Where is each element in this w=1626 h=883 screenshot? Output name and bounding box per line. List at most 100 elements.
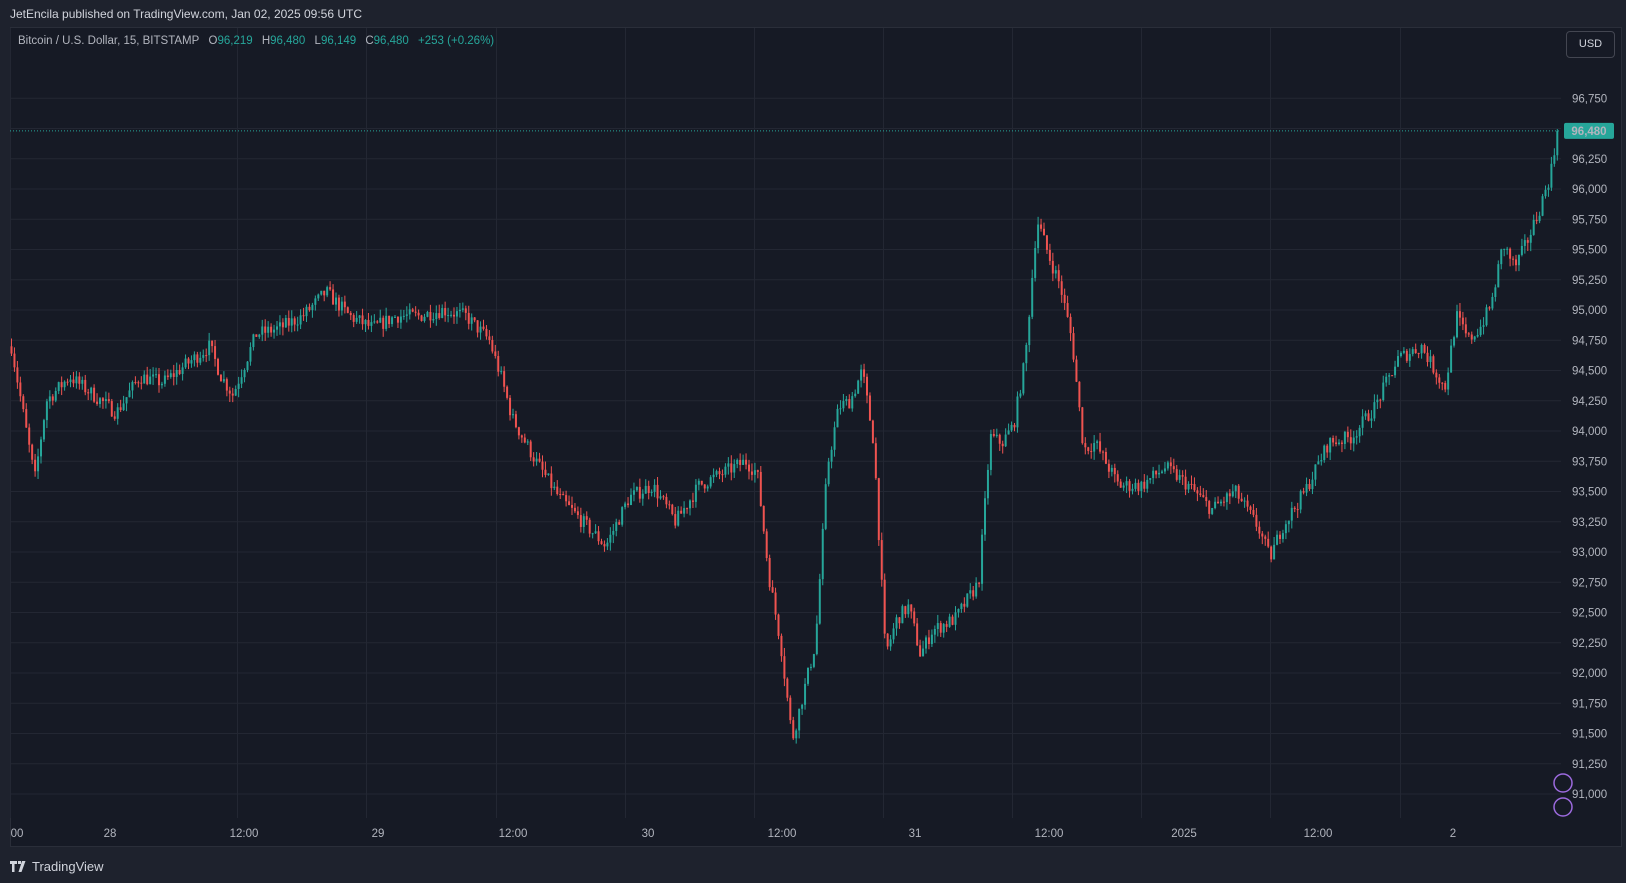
- candle-up: [1429, 349, 1432, 369]
- candle-body: [503, 371, 506, 387]
- candle-down: [945, 620, 948, 633]
- candle-body: [727, 463, 730, 467]
- candle-up: [1054, 265, 1057, 279]
- candle-up: [258, 333, 261, 339]
- candle-body: [402, 315, 405, 317]
- candle-body: [110, 401, 113, 417]
- candle-up: [246, 360, 249, 373]
- candle-up: [234, 385, 237, 397]
- alert-icons[interactable]: [1553, 773, 1573, 817]
- candle-down: [1405, 348, 1408, 363]
- candle-up: [942, 623, 945, 638]
- candle-body: [1461, 317, 1464, 325]
- candle-body: [1335, 442, 1338, 445]
- candle-body: [1228, 493, 1231, 497]
- candle-up: [966, 593, 969, 608]
- candle-body: [830, 449, 833, 462]
- symbol-name[interactable]: Bitcoin / U.S. Dollar, 15, BITSTAMP: [18, 35, 200, 47]
- candle-body: [1166, 462, 1169, 469]
- candle-body: [880, 540, 883, 580]
- candle-body: [1196, 490, 1199, 494]
- candle-down: [916, 618, 919, 647]
- candle-body: [320, 290, 323, 295]
- candle-body: [1497, 264, 1500, 288]
- candle-body: [40, 439, 42, 457]
- candle-body: [205, 355, 208, 357]
- candle-down: [1391, 375, 1394, 377]
- candle-body: [1509, 248, 1512, 259]
- candle-body: [553, 486, 556, 489]
- candle-body: [264, 326, 267, 333]
- candle-down: [51, 394, 54, 406]
- candle-body: [984, 498, 986, 535]
- candle-down: [1137, 479, 1140, 496]
- candle-body: [273, 329, 276, 333]
- candle-up: [801, 703, 804, 715]
- candle-up: [181, 362, 184, 381]
- candle-up: [1004, 428, 1007, 448]
- candle-body: [1391, 375, 1394, 377]
- candle-body: [1320, 460, 1323, 462]
- candle-body: [488, 336, 491, 341]
- candle-down: [1045, 234, 1048, 254]
- candle-down: [503, 366, 506, 393]
- candle-body: [798, 708, 801, 731]
- candle-down: [1063, 288, 1066, 310]
- candle-body: [1155, 470, 1158, 475]
- currency-button[interactable]: USD: [1566, 31, 1615, 58]
- candle-body: [1063, 294, 1066, 304]
- candle-down: [107, 392, 110, 404]
- candle-down: [1051, 252, 1054, 282]
- candle-up: [615, 518, 618, 537]
- candle-body: [804, 683, 807, 705]
- candle-body: [730, 463, 733, 473]
- candle-down: [568, 495, 571, 506]
- candle-body: [951, 616, 954, 625]
- candle-body: [1402, 350, 1405, 353]
- candle-body: [907, 604, 910, 615]
- candle-up: [1166, 460, 1169, 471]
- candle-body: [750, 471, 753, 475]
- candle-body: [576, 511, 579, 516]
- candle-body: [231, 393, 234, 396]
- candle-up: [278, 315, 281, 335]
- candle-body: [155, 374, 158, 376]
- candle-down: [1435, 369, 1438, 385]
- price-tick-label: 95,750: [1572, 214, 1607, 226]
- candle-body: [509, 397, 512, 416]
- candle-up: [1544, 185, 1547, 199]
- candle-down: [19, 376, 22, 402]
- candle-down: [514, 410, 517, 429]
- candle-body: [1541, 196, 1544, 216]
- candle-body: [1084, 443, 1087, 448]
- candle-body: [1169, 462, 1172, 467]
- candle-down: [1072, 326, 1075, 363]
- candle-up: [621, 506, 624, 527]
- candle-body: [922, 648, 925, 657]
- candle-up: [715, 469, 718, 478]
- candle-body: [1417, 353, 1420, 355]
- candle-down: [863, 363, 866, 384]
- candle-down: [343, 295, 346, 314]
- candle-body: [562, 494, 565, 496]
- candle-body: [860, 369, 863, 381]
- candle-body: [270, 326, 273, 333]
- candle-down: [66, 378, 69, 386]
- candle-body: [228, 390, 231, 394]
- candle-down: [1293, 506, 1296, 513]
- candle-body: [1382, 382, 1385, 401]
- tradingview-logo[interactable]: TradingView: [10, 858, 104, 874]
- candle-up: [470, 313, 473, 331]
- candle-body: [81, 379, 84, 384]
- candle-body: [966, 593, 969, 607]
- candle-down: [1340, 440, 1343, 453]
- candle-up: [37, 448, 40, 479]
- candle-up: [689, 499, 691, 516]
- candle-down: [904, 605, 907, 618]
- candle-down: [361, 308, 364, 330]
- candle-body: [293, 318, 296, 325]
- candle-down: [718, 467, 721, 480]
- candle-body: [753, 470, 756, 475]
- candle-body: [491, 340, 494, 352]
